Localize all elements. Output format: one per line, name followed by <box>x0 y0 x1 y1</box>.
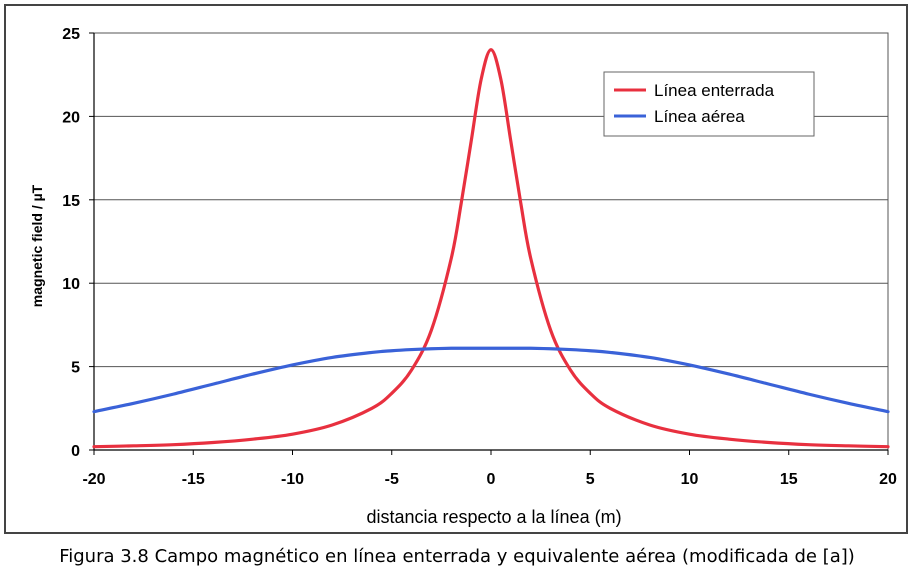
axis-layer: 0 5 10 15 20 25 -20 -15 -10 -5 0 5 10 15 20 <box>62 26 897 488</box>
figure-caption: Figura 3.8 Campo magnético en línea ente… <box>59 546 855 567</box>
x-tick-label: -5 <box>385 471 399 488</box>
x-tick-label: -20 <box>82 471 105 488</box>
y-tick-label: 15 <box>62 193 80 210</box>
series-line-enterrada <box>92 48 890 449</box>
legend-label-aerea: Línea aérea <box>654 107 745 126</box>
magnetic-field-chart: 0 5 10 15 20 25 -20 -15 -10 -5 0 5 10 15 20 magnetic f… <box>29 26 897 527</box>
x-axis-title: distancia respecto a la línea (m) <box>366 507 621 527</box>
x-tick-label: 5 <box>586 471 595 488</box>
legend-label-enterrada: Línea enterrada <box>654 81 775 100</box>
x-tick-label: -10 <box>281 471 304 488</box>
label-layer: magnetic field / µT distancia respecto a… <box>29 184 622 527</box>
x-tick-label: -15 <box>182 471 205 488</box>
x-tick-label: 20 <box>879 471 897 488</box>
legend-box <box>603 71 815 137</box>
x-tick-label: 10 <box>681 471 699 488</box>
y-tick-label: 20 <box>62 109 80 126</box>
x-tick-label: 15 <box>780 471 798 488</box>
y-tick-label: 25 <box>62 26 80 43</box>
y-tick-label: 10 <box>62 276 80 293</box>
y-axis-title: magnetic field / µT <box>29 184 45 307</box>
y-tick-label: 5 <box>71 360 80 377</box>
series-line-aerea <box>92 346 890 414</box>
x-tick-label: 0 <box>487 471 496 488</box>
legend: Línea enterrada Línea aérea <box>603 71 815 137</box>
y-tick-label: 0 <box>71 443 80 460</box>
series-layer <box>92 48 890 449</box>
chart-frame: 0 5 10 15 20 25 -20 -15 -10 -5 0 5 10 15 20 magnetic f… <box>4 4 908 534</box>
